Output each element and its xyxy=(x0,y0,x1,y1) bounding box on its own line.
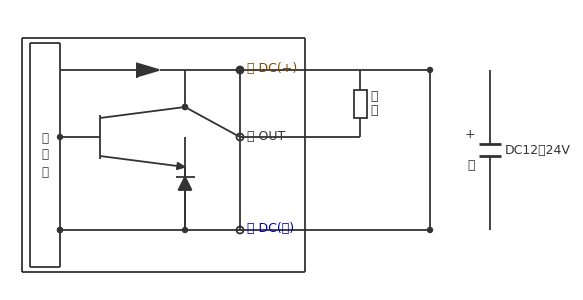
Circle shape xyxy=(182,227,188,232)
Polygon shape xyxy=(177,163,185,170)
Polygon shape xyxy=(178,177,191,190)
Circle shape xyxy=(58,134,62,140)
Text: 黒 OUT: 黒 OUT xyxy=(247,130,285,143)
Text: －: － xyxy=(468,159,475,172)
Text: +: + xyxy=(465,128,475,141)
Circle shape xyxy=(58,227,62,232)
Bar xyxy=(353,89,367,118)
Circle shape xyxy=(182,104,188,110)
Text: 負
荷: 負 荷 xyxy=(371,89,378,118)
Circle shape xyxy=(237,68,243,73)
Text: 青 DC(－): 青 DC(－) xyxy=(247,221,294,235)
Circle shape xyxy=(427,227,433,232)
Polygon shape xyxy=(137,64,159,76)
Text: 茶 DC(+): 茶 DC(+) xyxy=(247,61,297,74)
Circle shape xyxy=(58,227,62,232)
Text: 主
回
路: 主 回 路 xyxy=(41,131,48,178)
Circle shape xyxy=(427,68,433,73)
Circle shape xyxy=(182,104,188,110)
Text: DC12～24V: DC12～24V xyxy=(505,143,571,157)
